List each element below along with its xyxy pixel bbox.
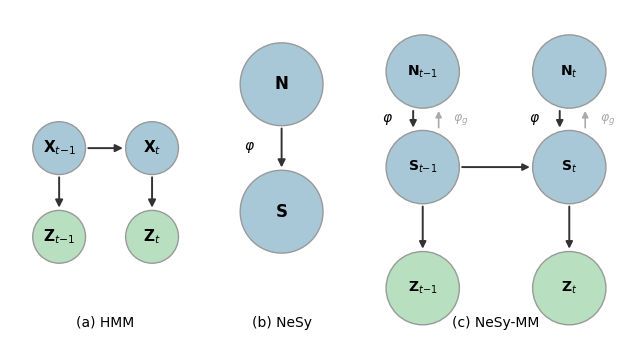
Text: $\varphi$: $\varphi$ [244, 141, 255, 155]
Text: $\mathbf{Z}_{t{-}1}$: $\mathbf{Z}_{t{-}1}$ [43, 228, 75, 246]
Text: $\mathbf{Z}_{t}$: $\mathbf{Z}_{t}$ [143, 228, 161, 246]
Text: $\varphi_g$: $\varphi_g$ [453, 112, 468, 127]
Text: $\mathbf{S}_{t}$: $\mathbf{S}_{t}$ [561, 159, 577, 175]
Text: (c) NeSy-MM: (c) NeSy-MM [452, 315, 540, 330]
Circle shape [125, 122, 179, 175]
Text: $\mathbf{Z}_{t{-}1}$: $\mathbf{Z}_{t{-}1}$ [408, 280, 437, 296]
Circle shape [386, 131, 460, 204]
Text: $\mathbf{Z}_{t}$: $\mathbf{Z}_{t}$ [561, 280, 577, 296]
Text: $\varphi$: $\varphi$ [382, 112, 393, 127]
Circle shape [33, 122, 86, 175]
Text: $\mathbf{X}_{t{-}1}$: $\mathbf{X}_{t{-}1}$ [43, 139, 76, 158]
Text: $\mathbf{N}_{t}$: $\mathbf{N}_{t}$ [561, 63, 578, 80]
Text: $\mathbf{X}_{t}$: $\mathbf{X}_{t}$ [143, 139, 161, 158]
Circle shape [33, 210, 86, 263]
Circle shape [532, 131, 606, 204]
Circle shape [532, 35, 606, 108]
Circle shape [125, 210, 179, 263]
Circle shape [532, 251, 606, 325]
Text: $\mathbf{N}_{t{-}1}$: $\mathbf{N}_{t{-}1}$ [407, 63, 438, 80]
Text: (b) NeSy: (b) NeSy [252, 315, 312, 330]
Circle shape [240, 170, 323, 253]
Circle shape [386, 251, 460, 325]
Text: $\varphi$: $\varphi$ [529, 112, 540, 127]
Text: $\varphi_g$: $\varphi_g$ [600, 112, 615, 127]
Text: $\mathbf{S}$: $\mathbf{S}$ [275, 203, 288, 221]
Text: $\mathbf{S}_{t{-}1}$: $\mathbf{S}_{t{-}1}$ [408, 159, 437, 175]
Circle shape [240, 43, 323, 126]
Text: (a) HMM: (a) HMM [76, 315, 135, 330]
Text: $\mathbf{N}$: $\mathbf{N}$ [275, 75, 289, 93]
Circle shape [386, 35, 460, 108]
